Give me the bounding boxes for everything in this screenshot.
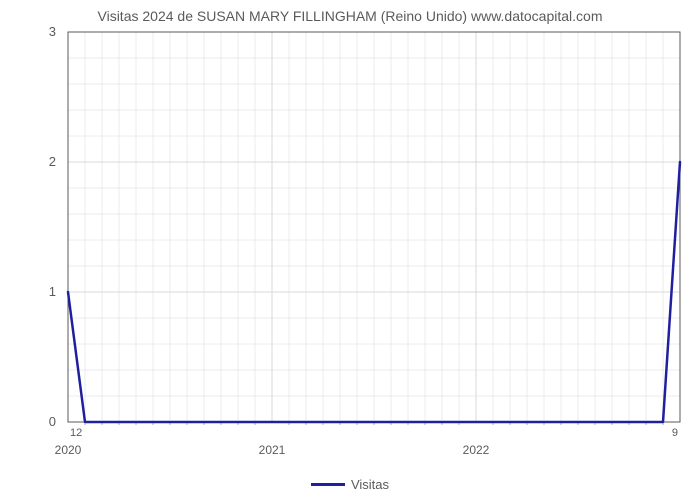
- y-tick-label: 1: [49, 284, 56, 299]
- legend-swatch: [311, 483, 345, 486]
- x-tick-label: 2020: [55, 443, 82, 457]
- line-chart: 0123202020212022129: [0, 0, 700, 500]
- secondary-label-left: 12: [70, 427, 82, 439]
- secondary-label-right: 9: [672, 427, 678, 439]
- chart-title: Visitas 2024 de SUSAN MARY FILLINGHAM (R…: [0, 8, 700, 24]
- legend: Visitas: [0, 473, 700, 492]
- legend-item-visitas: Visitas: [311, 477, 389, 492]
- legend-label: Visitas: [351, 477, 389, 492]
- y-tick-label: 2: [49, 154, 56, 169]
- y-tick-label: 0: [49, 414, 56, 429]
- x-tick-label: 2021: [259, 443, 286, 457]
- y-tick-label: 3: [49, 24, 56, 39]
- x-tick-label: 2022: [463, 443, 490, 457]
